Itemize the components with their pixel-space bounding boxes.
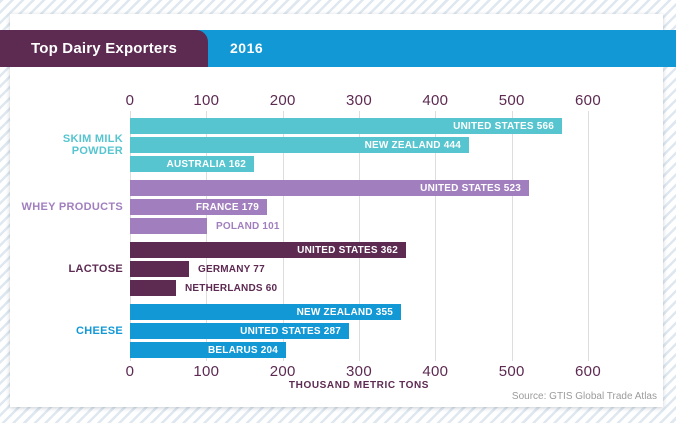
x-tick-label-top: 600	[575, 92, 601, 109]
bar-value-label: UNITED STATES 566	[453, 120, 554, 132]
title-tab: Top Dairy Exporters	[0, 30, 208, 67]
x-tick-label-top: 300	[346, 92, 372, 109]
bar-value-label: FRANCE 179	[195, 201, 259, 213]
bar-row: AUSTRALIA 162	[130, 156, 659, 172]
gridline	[511, 111, 513, 361]
bar-value-label: BELARUS 204	[208, 344, 278, 356]
x-tick-label-bottom: 300	[346, 363, 372, 380]
bar-value-label: NEW ZEALAND 355	[296, 306, 393, 318]
bar: FRANCE 179	[130, 199, 267, 215]
x-tick-label-bottom: 100	[193, 363, 220, 380]
gridline	[206, 111, 208, 361]
bar	[130, 280, 176, 296]
bar-row: NEW ZEALAND 355	[130, 304, 659, 320]
gridline	[359, 111, 360, 361]
bar-value-label: UNITED STATES 287	[240, 325, 341, 337]
bar: AUSTRALIA 162	[130, 156, 254, 172]
bar-value-label: GERMANY 77	[198, 263, 265, 275]
bar-value-label: UNITED STATES 362	[297, 244, 398, 256]
bar-row: UNITED STATES 523	[130, 180, 659, 196]
bar-row: UNITED STATES 362	[130, 242, 659, 258]
gridline	[282, 111, 284, 361]
bar-value-label: UNITED STATES 523	[420, 182, 521, 194]
bar-value-label: NEW ZEALAND 444	[364, 139, 461, 151]
x-tick-label-top: 0	[125, 92, 135, 109]
bar	[130, 261, 189, 277]
gridline	[130, 111, 131, 361]
category-label: WHEY PRODUCTS	[21, 201, 123, 213]
year-label: 2016	[230, 40, 264, 56]
x-tick-label-top: 500	[498, 92, 525, 109]
x-tick-label-top: 200	[269, 92, 296, 109]
bar-row: BELARUS 204	[130, 342, 659, 358]
category-label: SKIM MILK POWDER	[62, 133, 123, 157]
x-tick-label-top: 100	[193, 92, 220, 109]
bar-value-label: NETHERLANDS 60	[185, 282, 278, 294]
bar-value-label: AUSTRALIA 162	[166, 158, 246, 170]
x-axis-title: THOUSAND METRIC TONS	[288, 380, 430, 391]
chart-title: Top Dairy Exporters	[30, 40, 178, 57]
bar-row: NETHERLANDS 60	[130, 280, 659, 296]
x-tick-label-top: 400	[422, 92, 449, 109]
bar-row: NEW ZEALAND 444	[130, 137, 659, 153]
bar: BELARUS 204	[130, 342, 286, 358]
bar: UNITED STATES 523	[130, 180, 529, 196]
bar: UNITED STATES 566	[130, 118, 562, 134]
bar-row: GERMANY 77	[130, 261, 659, 277]
category-label: CHEESE	[75, 325, 123, 337]
bar: UNITED STATES 287	[130, 323, 349, 339]
category-label: LACTOSE	[68, 263, 123, 275]
source-credit: Source: GTIS Global Trade Atlas	[511, 391, 657, 402]
gridline	[588, 111, 589, 361]
gridline	[435, 111, 437, 361]
x-tick-label-bottom: 0	[125, 363, 135, 380]
bar-row: UNITED STATES 566	[130, 118, 659, 134]
bar-row: POLAND 101	[130, 218, 659, 234]
x-tick-label-bottom: 400	[422, 363, 449, 380]
x-tick-label-bottom: 600	[575, 363, 601, 380]
bar-value-label: POLAND 101	[216, 220, 280, 232]
bar	[130, 218, 207, 234]
bar-row: FRANCE 179	[130, 199, 659, 215]
bar-row: UNITED STATES 287	[130, 323, 659, 339]
x-tick-label-bottom: 500	[498, 363, 525, 380]
bar: NEW ZEALAND 444	[130, 137, 469, 153]
chart-card: 0 0 100 100 200 200 300 300 400 400 500 500 600 600 SK…	[10, 14, 663, 407]
header-banner: Top Dairy Exporters 2016	[0, 30, 676, 67]
bar: UNITED STATES 362	[130, 242, 406, 258]
x-tick-label-bottom: 200	[269, 363, 296, 380]
bar: NEW ZEALAND 355	[130, 304, 401, 320]
